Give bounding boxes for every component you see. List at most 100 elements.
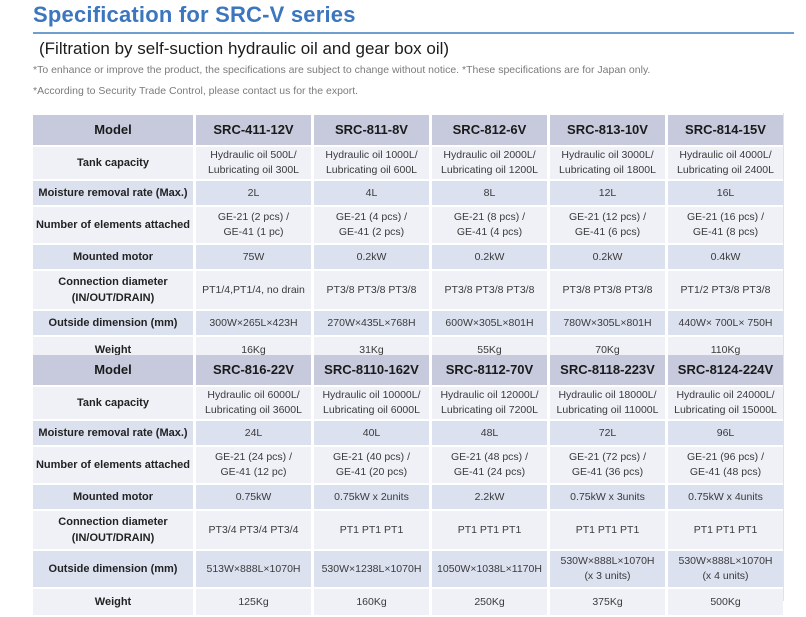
row-label-cell: Mounted motor (33, 245, 193, 270)
spec-row: Outside dimension (mm) 513W×888L×1070H 5… (33, 551, 783, 588)
spec-value-cell: 8L (432, 181, 547, 206)
spec-value-cell: Hydraulic oil 2000L/ Lubricating oil 120… (432, 147, 547, 180)
table-header-row: Model SRC-816-22V SRC-8110-162V SRC-8112… (33, 355, 783, 385)
spec-value-cell: 24L (196, 421, 311, 446)
spec-value-cell: 600W×305L×801H (432, 311, 547, 336)
row-label-cell: Outside dimension (mm) (33, 551, 193, 588)
spec-value-cell: PT3/4 PT3/4 PT3/4 (196, 511, 311, 550)
spec-value-cell: Hydraulic oil 6000L/ Lubricating oil 360… (196, 387, 311, 420)
spec-value-cell: 270W×435L×768H (314, 311, 429, 336)
model-name-cell: SRC-8110-162V (314, 355, 429, 385)
spec-value-cell: 0.4kW (668, 245, 783, 270)
row-label-cell: Mounted motor (33, 485, 193, 510)
spec-value-cell: PT3/8 PT3/8 PT3/8 (432, 271, 547, 310)
spec-value-cell: Hydraulic oil 24000L/ Lubricating oil 15… (668, 387, 783, 420)
spec-value-cell: 2.2kW (432, 485, 547, 510)
spec-value-cell: GE-21 (24 pcs) / GE-41 (12 pc) (196, 447, 311, 484)
spec-value-cell: 2L (196, 181, 311, 206)
spec-row: Tank capacity Hydraulic oil 500L/ Lubric… (33, 147, 783, 180)
model-header-cell: Model (33, 115, 193, 145)
spec-value-cell: 0.75kW x 4units (668, 485, 783, 510)
spec-value-cell: PT1/2 PT3/8 PT3/8 (668, 271, 783, 310)
spec-value-cell: 0.2kW (432, 245, 547, 270)
spec-value-cell: 160Kg (314, 589, 429, 616)
spec-value-cell: 250Kg (432, 589, 547, 616)
spec-value-cell: PT3/8 PT3/8 PT3/8 (550, 271, 665, 310)
row-label-cell: Number of elements attached (33, 447, 193, 484)
spec-value-cell: 0.75kW x 3units (550, 485, 665, 510)
spec-value-cell: 500Kg (668, 589, 783, 616)
spec-value-cell: PT1 PT1 PT1 (668, 511, 783, 550)
spec-value-cell: Hydraulic oil 1000L/ Lubricating oil 600… (314, 147, 429, 180)
spec-value-cell: Hydraulic oil 500L/ Lubricating oil 300L (196, 147, 311, 180)
spec-row: Moisture removal rate (Max.) 24L 40L 48L… (33, 421, 783, 446)
spec-value-cell: 530W×1238L×1070H (314, 551, 429, 588)
spec-row: Number of elements attached GE-21 (24 pc… (33, 447, 783, 484)
model-name-cell: SRC-411-12V (196, 115, 311, 145)
spec-value-cell: Hydraulic oil 3000L/ Lubricating oil 180… (550, 147, 665, 180)
model-name-cell: SRC-8118-223V (550, 355, 665, 385)
spec-value-cell: 125Kg (196, 589, 311, 616)
spec-value-cell: 375Kg (550, 589, 665, 616)
spec-value-cell: GE-21 (12 pcs) / GE-41 (6 pcs) (550, 207, 665, 244)
spec-row: Connection diameter (IN/OUT/DRAIN) PT3/4… (33, 511, 783, 550)
spec-value-cell: GE-21 (4 pcs) / GE-41 (2 pcs) (314, 207, 429, 244)
spec-row: Mounted motor 75W 0.2kW 0.2kW 0.2kW 0.4k… (33, 245, 783, 270)
spec-value-cell: 440W× 700L× 750H (668, 311, 783, 336)
model-name-cell: SRC-811-8V (314, 115, 429, 145)
row-label-cell: Outside dimension (mm) (33, 311, 193, 336)
row-label-cell: Number of elements attached (33, 207, 193, 244)
table-header-row: Model SRC-411-12V SRC-811-8V SRC-812-6V … (33, 115, 783, 145)
spec-value-cell: 48L (432, 421, 547, 446)
spec-value-cell: PT1/4,PT1/4, no drain (196, 271, 311, 310)
spec-value-cell: 40L (314, 421, 429, 446)
page-title: Specification for SRC-V series (33, 2, 356, 27)
spec-row: Outside dimension (mm) 300W×265L×423H 27… (33, 311, 783, 336)
spec-value-cell: 530W×888L×1070H (x 3 units) (550, 551, 665, 588)
model-name-cell: SRC-816-22V (196, 355, 311, 385)
row-label-cell: Tank capacity (33, 387, 193, 420)
spec-value-cell: Hydraulic oil 4000L/ Lubricating oil 240… (668, 147, 783, 180)
spec-value-cell: 513W×888L×1070H (196, 551, 311, 588)
spec-value-cell: 1050W×1038L×1170H (432, 551, 547, 588)
spec-value-cell: GE-21 (96 pcs) / GE-41 (48 pcs) (668, 447, 783, 484)
model-name-cell: SRC-8124-224V (668, 355, 783, 385)
spec-value-cell: Hydraulic oil 18000L/ Lubricating oil 11… (550, 387, 665, 420)
model-name-cell: SRC-814-15V (668, 115, 783, 145)
spec-table-lower: Model SRC-816-22V SRC-8110-162V SRC-8112… (30, 353, 786, 617)
spec-value-cell: PT1 PT1 PT1 (550, 511, 665, 550)
spec-value-cell: GE-21 (48 pcs) / GE-41 (24 pcs) (432, 447, 547, 484)
spec-value-cell: GE-21 (16 pcs) / GE-41 (8 pcs) (668, 207, 783, 244)
model-name-cell: SRC-813-10V (550, 115, 665, 145)
title-underline (33, 32, 794, 34)
spec-value-cell: 12L (550, 181, 665, 206)
spec-row: Number of elements attached GE-21 (2 pcs… (33, 207, 783, 244)
spec-value-cell: GE-21 (40 pcs) / GE-41 (20 pcs) (314, 447, 429, 484)
disclaimer-note: *To enhance or improve the product, the … (33, 64, 651, 76)
spec-row: Connection diameter (IN/OUT/DRAIN) PT1/4… (33, 271, 783, 310)
spec-value-cell: 0.2kW (550, 245, 665, 270)
spec-value-cell: 75W (196, 245, 311, 270)
spec-value-cell: 530W×888L×1070H (x 4 units) (668, 551, 783, 588)
spec-value-cell: Hydraulic oil 10000L/ Lubricating oil 60… (314, 387, 429, 420)
spec-value-cell: 16L (668, 181, 783, 206)
spec-value-cell: PT1 PT1 PT1 (432, 511, 547, 550)
spec-value-cell: 0.75kW x 2units (314, 485, 429, 510)
page-subtitle: (Filtration by self-suction hydraulic oi… (39, 39, 450, 58)
model-name-cell: SRC-8112-70V (432, 355, 547, 385)
spec-value-cell: PT3/8 PT3/8 PT3/8 (314, 271, 429, 310)
row-label-cell: Moisture removal rate (Max.) (33, 181, 193, 206)
spec-table-upper: Model SRC-411-12V SRC-811-8V SRC-812-6V … (30, 113, 786, 365)
model-name-cell: SRC-812-6V (432, 115, 547, 145)
spec-value-cell: 72L (550, 421, 665, 446)
row-label-cell: Weight (33, 589, 193, 616)
spec-value-cell: GE-21 (2 pcs) / GE-41 (1 pc) (196, 207, 311, 244)
spec-value-cell: 780W×305L×801H (550, 311, 665, 336)
row-label-cell: Tank capacity (33, 147, 193, 180)
spec-value-cell: 0.75kW (196, 485, 311, 510)
spec-value-cell: GE-21 (72 pcs) / GE-41 (36 pcs) (550, 447, 665, 484)
model-header-cell: Model (33, 355, 193, 385)
row-label-cell: Connection diameter (IN/OUT/DRAIN) (33, 271, 193, 310)
spec-value-cell: GE-21 (8 pcs) / GE-41 (4 pcs) (432, 207, 547, 244)
